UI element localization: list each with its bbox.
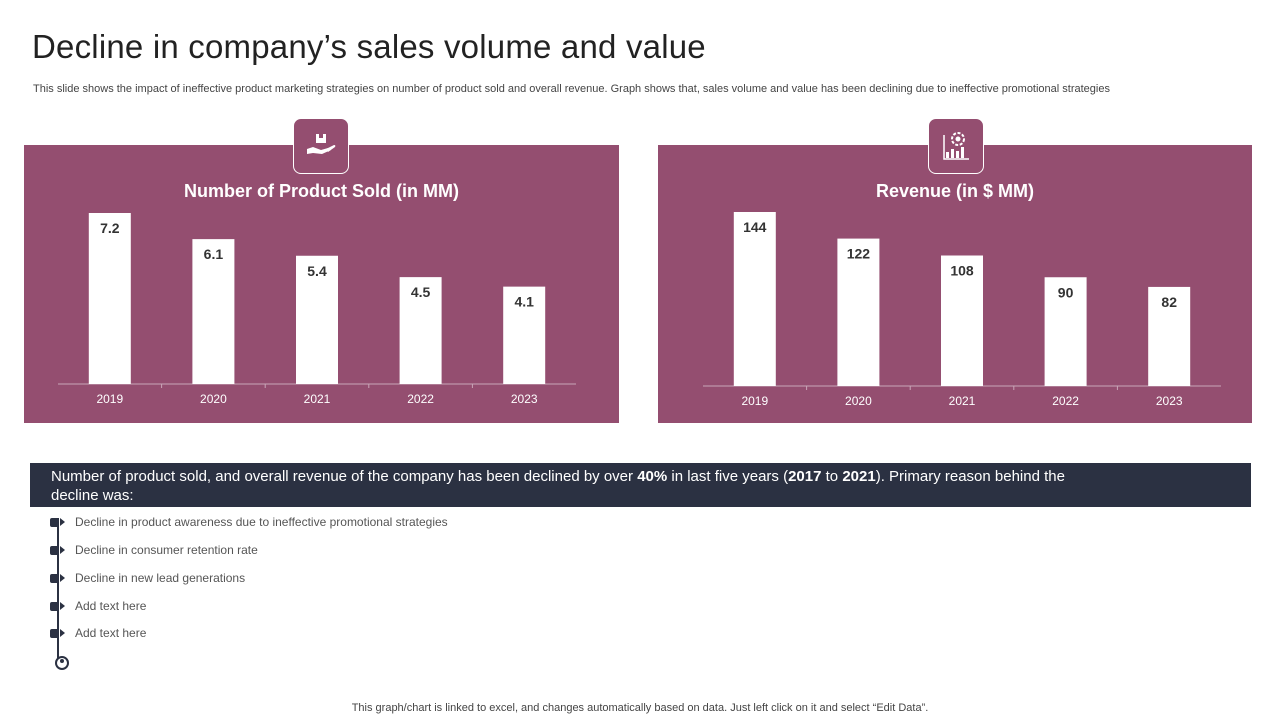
product-sold-chart-title: Number of Product Sold (in MM) [184,181,459,201]
list-item: Decline in consumer retention rate [50,540,258,560]
tick-label: 2020 [200,392,227,406]
list-item: Decline in new lead generations [50,568,245,588]
tick-label: 2021 [304,392,331,406]
data-label: 122 [847,246,871,262]
bar[interactable] [88,213,131,384]
data-label: 5.4 [307,263,327,279]
product-sold-panel: Number of Product Sold (in MM) 7.2 2019 6.… [24,145,619,423]
bar[interactable] [1044,277,1087,386]
tick-label: 2023 [511,392,538,406]
summary-year-to: 2021 [842,468,876,485]
revenue-chart-title: Revenue (in $ MM) [875,181,1035,201]
bullet-icon [50,545,59,555]
revenue-chart[interactable]: 144 2019 122 2020 108 2021 90 2022 82 2023 [658,145,1252,423]
tick-label: 2019 [741,394,768,408]
summary-banner: Number of product sold, and overall reve… [30,463,1251,507]
bar[interactable] [399,277,442,384]
bar[interactable] [941,255,983,387]
data-label: 7.2 [100,220,120,236]
bullet-icon [50,517,59,527]
bar[interactable] [192,239,235,384]
arrow-icon [60,546,65,554]
list-item-text: Decline in new lead generations [75,571,246,585]
timeline-end-icon [55,656,69,670]
bullet-icon [50,573,59,583]
data-label: 4.5 [411,284,431,300]
summary-text-3: to [821,468,843,485]
bar[interactable] [1148,286,1191,386]
arrow-icon [60,629,65,637]
data-label: 90 [1058,284,1074,300]
bar[interactable] [837,238,880,386]
hand-box-icon [293,118,349,174]
page-title: Decline in company’s sales volume and va… [32,28,706,65]
data-label: 108 [950,263,974,279]
arrow-icon [60,574,65,582]
list-item: Add text here [50,596,146,616]
summary-year-from: 2017 [788,468,822,485]
bullet-icon [50,628,59,638]
tick-label: 2021 [949,394,976,408]
tick-label: 2020 [845,394,872,408]
summary-text-4: ). Primary reason behind the decline was… [51,468,1065,504]
list-item: Add text here [50,623,146,643]
tick-label: 2023 [1156,394,1183,408]
list-item-text: Decline in product awareness due to inef… [75,515,448,529]
data-label: 144 [743,219,767,235]
footer-note: This graph/chart is linked to excel, and… [351,702,929,714]
list-item: Decline in product awareness due to inef… [50,512,448,532]
bar[interactable] [733,212,776,386]
data-label: 4.1 [514,294,534,310]
list-item-text: Decline in consumer retention rate [75,543,258,557]
data-label: 82 [1161,294,1177,310]
summary-percent: 40% [637,468,668,485]
data-label: 6.1 [204,246,224,262]
product-sold-chart[interactable]: 7.2 2019 6.1 2020 5.4 2021 4.5 2022 4.1 2023 [24,145,619,423]
list-item-text: Add text here [75,599,147,613]
arrow-icon [60,602,65,610]
gear-chart-icon [928,118,984,174]
summary-text-1: Number of product sold, and overall reve… [51,468,638,485]
list-item-text: Add text here [75,626,147,640]
timeline-line [57,518,59,666]
tick-label: 2019 [96,392,123,406]
arrow-icon [60,518,65,526]
revenue-panel: Revenue (in $ MM) 144 2019 122 2020 108 2021 9… [658,145,1252,423]
bar[interactable] [296,255,338,384]
bar[interactable] [503,286,546,384]
summary-text-2: in last five years ( [667,468,789,485]
tick-label: 2022 [1052,394,1079,408]
page-subtitle: This slide shows the impact of ineffecti… [33,83,1110,95]
tick-label: 2022 [407,392,434,406]
bullet-icon [50,601,59,611]
